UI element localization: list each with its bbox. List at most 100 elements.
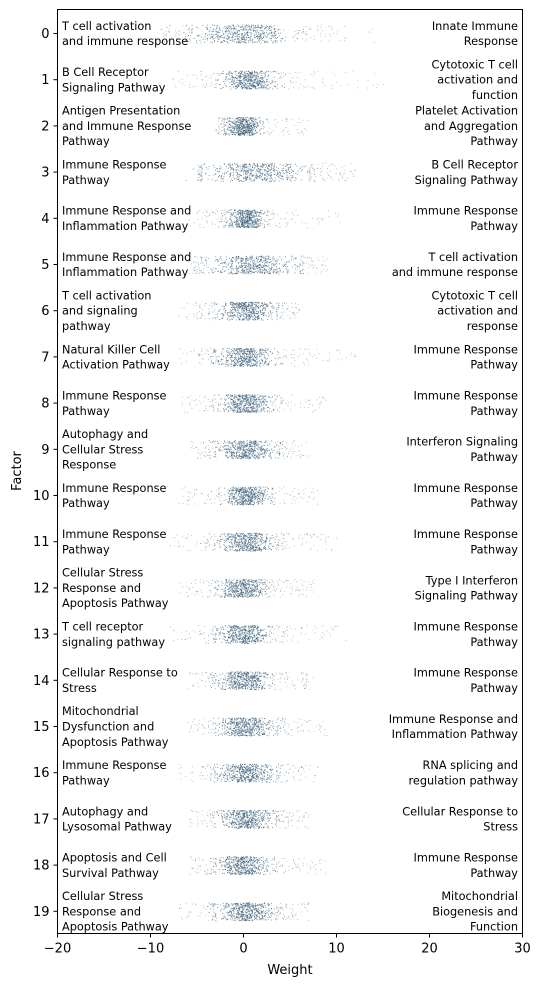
point	[314, 174, 315, 176]
point	[259, 305, 261, 307]
point	[242, 121, 244, 123]
point	[255, 175, 257, 176]
point	[241, 166, 243, 168]
point	[233, 226, 234, 228]
point	[238, 127, 240, 129]
point	[230, 357, 232, 358]
point	[253, 311, 254, 313]
point	[227, 167, 229, 169]
point	[287, 308, 289, 309]
point	[217, 361, 219, 363]
point	[259, 256, 261, 258]
point	[237, 125, 239, 127]
point	[246, 361, 248, 363]
point	[260, 215, 262, 217]
point	[279, 171, 281, 173]
point	[241, 222, 243, 224]
point	[271, 171, 273, 173]
point	[221, 215, 223, 217]
point	[248, 316, 250, 317]
point	[286, 121, 288, 122]
point	[249, 355, 251, 357]
point	[227, 220, 229, 222]
point	[201, 172, 203, 174]
point	[200, 257, 202, 259]
point	[233, 127, 235, 129]
point	[224, 132, 225, 134]
point	[267, 215, 268, 217]
point	[298, 133, 300, 134]
point	[256, 316, 258, 318]
point	[301, 221, 303, 223]
point	[186, 303, 188, 305]
point	[322, 177, 324, 179]
point	[236, 256, 238, 258]
point	[252, 24, 254, 26]
point	[267, 224, 268, 226]
point	[281, 72, 282, 74]
point	[216, 209, 218, 211]
point	[264, 174, 266, 176]
point	[239, 354, 241, 356]
point	[241, 258, 243, 260]
point	[250, 177, 252, 179]
point	[239, 83, 241, 85]
point	[225, 166, 227, 168]
point	[261, 256, 263, 258]
point	[207, 178, 209, 180]
point	[327, 168, 328, 170]
point	[254, 129, 256, 131]
point	[249, 169, 251, 171]
point	[257, 266, 258, 267]
point	[221, 117, 223, 119]
point	[283, 266, 284, 267]
point	[248, 304, 250, 305]
point	[254, 26, 256, 28]
point	[200, 270, 202, 271]
point	[293, 357, 295, 359]
point	[240, 305, 242, 307]
point	[238, 133, 240, 135]
point	[234, 123, 236, 124]
point	[239, 265, 241, 267]
point	[251, 307, 253, 309]
point	[222, 180, 224, 182]
point	[252, 302, 254, 304]
point	[220, 263, 222, 265]
point	[320, 168, 322, 169]
point	[282, 170, 283, 172]
point	[235, 310, 237, 312]
point	[243, 36, 245, 38]
point	[260, 87, 262, 89]
point	[261, 128, 263, 130]
point	[289, 163, 291, 165]
point	[255, 175, 257, 177]
point	[285, 169, 287, 171]
point	[227, 360, 229, 361]
point	[200, 165, 202, 167]
point	[223, 262, 225, 264]
point	[223, 123, 224, 125]
point	[326, 258, 328, 260]
point	[260, 36, 261, 38]
point	[278, 73, 280, 75]
point	[331, 27, 333, 29]
point	[255, 121, 257, 123]
point	[270, 225, 271, 227]
point	[221, 219, 223, 220]
point	[308, 348, 310, 350]
point	[260, 259, 262, 261]
point	[264, 273, 266, 275]
point	[255, 130, 256, 132]
point	[192, 86, 194, 88]
point	[317, 167, 319, 169]
point	[231, 318, 233, 320]
point	[230, 270, 232, 272]
point	[243, 119, 245, 121]
point	[250, 31, 252, 33]
point	[255, 265, 257, 267]
point	[285, 226, 287, 227]
point	[225, 73, 227, 75]
point	[235, 309, 237, 311]
point	[250, 214, 252, 216]
